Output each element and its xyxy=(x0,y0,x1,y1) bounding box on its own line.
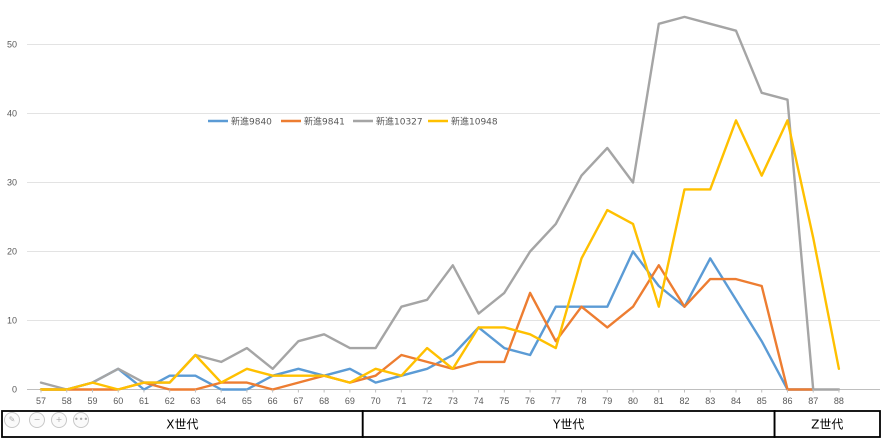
series-lines xyxy=(39,15,841,391)
x-tick-label: 71 xyxy=(396,396,406,406)
x-tick-label: 70 xyxy=(371,396,381,406)
generation-label: Z世代 xyxy=(811,418,843,432)
x-tick-label: 84 xyxy=(731,396,741,406)
generation-bands: X世代 Y世代 Z世代 xyxy=(1,410,881,438)
x-tick-label: 87 xyxy=(808,396,818,406)
x-axis-ticks: 57 58 59 60 61 62 63 64 65 66 67 68 69 70 71 72 73 74 75 76… xyxy=(36,389,844,406)
y-tick-label: 0 xyxy=(12,385,17,395)
generation-band xyxy=(361,410,776,438)
generation-label: Y世代 xyxy=(552,418,584,432)
x-tick-label: 66 xyxy=(268,396,278,406)
x-tick-label: 64 xyxy=(216,396,226,406)
x-tick-label: 82 xyxy=(679,396,689,406)
x-tick-label: 76 xyxy=(525,396,535,406)
legend-label: 新進9841 xyxy=(304,116,345,128)
y-axis-ticks: 0 10 20 30 40 50 xyxy=(7,40,17,395)
x-tick-label: 62 xyxy=(165,396,175,406)
x-tick-label: 78 xyxy=(577,396,587,406)
x-tick-label: 72 xyxy=(422,396,432,406)
x-tick-label: 74 xyxy=(474,396,484,406)
x-tick-label: 83 xyxy=(705,396,715,406)
x-tick-label: 59 xyxy=(87,396,97,406)
x-tick-label: 85 xyxy=(757,396,767,406)
x-tick-label: 73 xyxy=(448,396,458,406)
x-tick-label: 79 xyxy=(602,396,612,406)
y-tick-label: 50 xyxy=(7,40,17,50)
zoom-out-icon[interactable]: − xyxy=(29,412,45,428)
x-tick-label: 69 xyxy=(345,396,355,406)
y-tick-label: 40 xyxy=(7,109,17,119)
zoom-in-icon[interactable]: + xyxy=(51,412,67,428)
more-icon[interactable]: ••• xyxy=(73,412,89,428)
generation-label: X世代 xyxy=(166,418,198,432)
x-tick-label: 63 xyxy=(190,396,200,406)
x-tick-label: 68 xyxy=(319,396,329,406)
y-tick-label: 20 xyxy=(7,247,17,257)
y-tick-label: 30 xyxy=(7,178,17,188)
x-tick-label: 77 xyxy=(551,396,561,406)
pen-icon[interactable]: ✎ xyxy=(4,412,20,428)
x-tick-label: 80 xyxy=(628,396,638,406)
x-tick-label: 61 xyxy=(139,396,149,406)
x-tick-label: 88 xyxy=(834,396,844,406)
x-tick-label: 57 xyxy=(36,396,46,406)
gridlines xyxy=(27,44,880,390)
legend: 新進9840 新進9841 新進10327 新進10948 xyxy=(208,116,498,128)
legend-label: 新進10948 xyxy=(451,116,498,128)
legend-label: 新進9840 xyxy=(231,116,272,128)
legend-label: 新進10327 xyxy=(376,116,423,128)
series-line-4 xyxy=(39,119,841,391)
x-tick-label: 86 xyxy=(782,396,792,406)
series-line-3 xyxy=(39,15,841,391)
y-tick-label: 10 xyxy=(7,316,17,326)
x-tick-label: 58 xyxy=(62,396,72,406)
x-tick-label: 60 xyxy=(113,396,123,406)
x-tick-label: 81 xyxy=(654,396,664,406)
x-tick-label: 67 xyxy=(293,396,303,406)
generation-band xyxy=(773,410,881,438)
x-tick-label: 65 xyxy=(242,396,252,406)
x-tick-label: 75 xyxy=(499,396,509,406)
